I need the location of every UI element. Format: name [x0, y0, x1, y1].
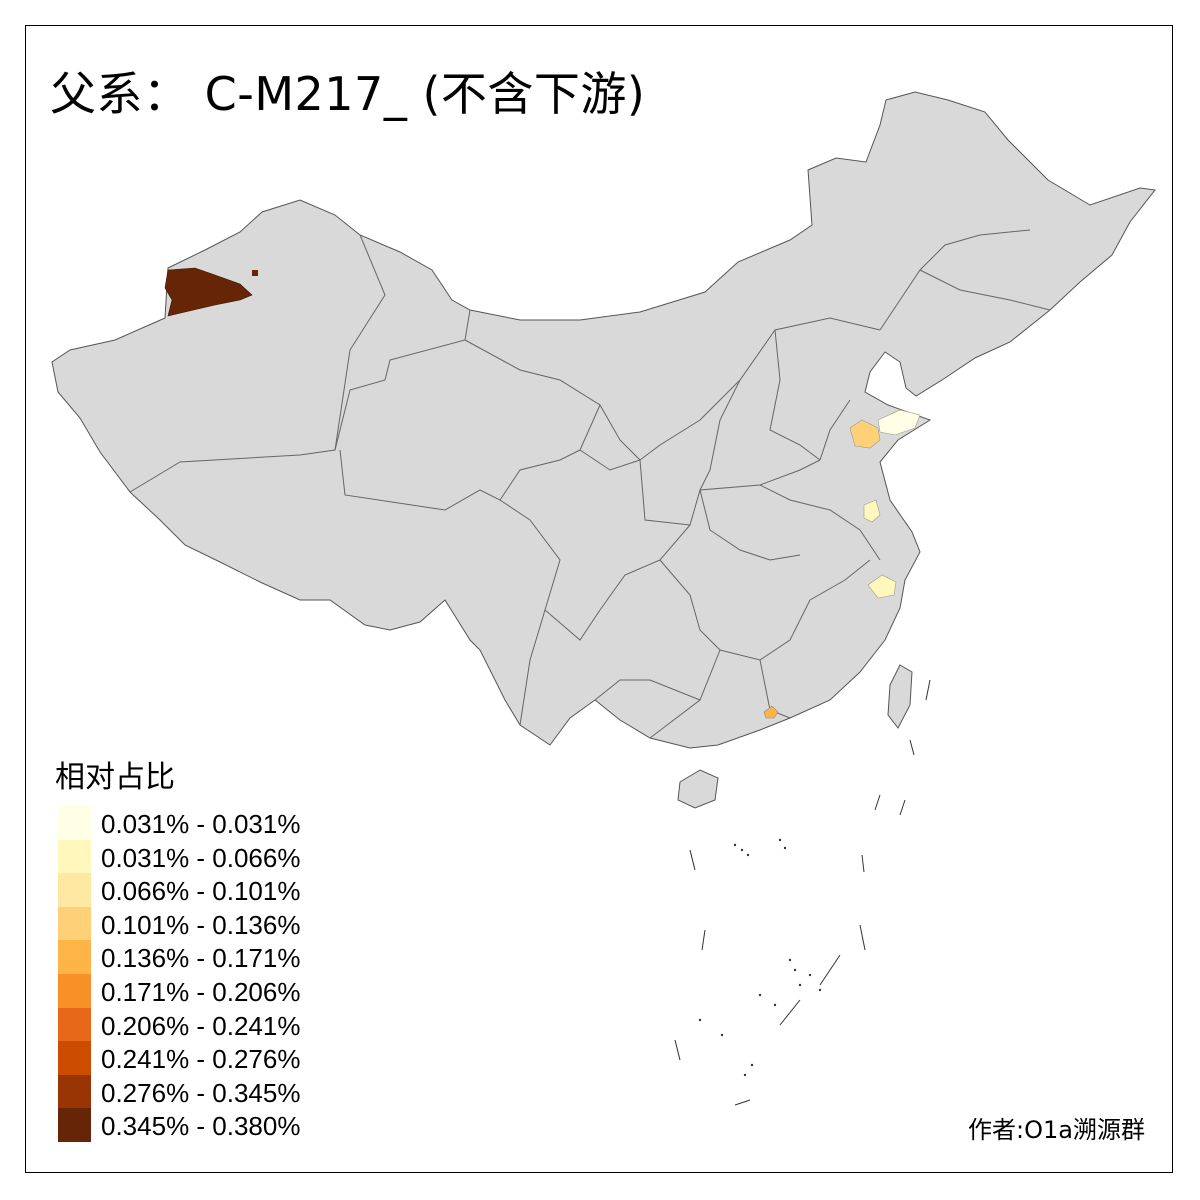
hainan-region [677, 769, 719, 809]
legend-label: 0.345% - 0.380% [101, 1111, 301, 1142]
legend-label: 0.031% - 0.031% [101, 809, 301, 839]
legend-item: 0.101% - 0.136% [58, 906, 358, 941]
xinjiang-small-highlight [252, 270, 258, 276]
legend-label: 0.206% - 0.241% [101, 1010, 301, 1041]
legend-item: 0.136% - 0.171% [58, 940, 358, 974]
legend-label: 0.276% - 0.345% [101, 1077, 301, 1108]
legend-item: 0.066% - 0.101% [58, 873, 358, 907]
shandong-highlight-region [849, 419, 881, 449]
legend: 0.031% - 0.031% 0.031% - 0.066% 0.066% -… [58, 806, 358, 1142]
island-dots [698, 838, 822, 1077]
map-title: 父系： C-M217_ (不含下游) [50, 67, 646, 121]
legend-swatch [58, 940, 91, 974]
legend-item: 0.171% - 0.206% [58, 973, 358, 1008]
legend-label: 0.136% - 0.171% [101, 943, 301, 974]
legend-label: 0.031% - 0.066% [101, 842, 301, 873]
legend-swatch [58, 873, 91, 907]
legend-item: 0.031% - 0.031% [58, 806, 358, 840]
taiwan-region [887, 664, 913, 729]
legend-item: 0.241% - 0.276% [58, 1041, 358, 1075]
legend-title: 相对占比 [55, 760, 175, 795]
legend-swatch [58, 1041, 91, 1075]
legend-item: 0.276% - 0.345% [58, 1074, 358, 1109]
zhejiang-highlight-region [867, 574, 897, 599]
legend-item: 0.206% - 0.241% [58, 1007, 358, 1042]
legend-swatch [58, 1108, 91, 1142]
legend-swatch [58, 973, 91, 1008]
legend-swatch [58, 1074, 91, 1109]
guangdong-highlight-region [763, 705, 779, 719]
legend-label: 0.101% - 0.136% [101, 909, 301, 940]
legend-swatch [58, 1007, 91, 1042]
legend-item: 0.345% - 0.380% [58, 1108, 358, 1142]
shandong-east-highlight [877, 409, 921, 436]
legend-swatch [58, 906, 91, 941]
xinjiang-highlight-region [164, 267, 253, 317]
legend-swatch [58, 839, 91, 874]
mainland-china-region [51, 91, 1156, 749]
legend-item: 0.031% - 0.066% [58, 839, 358, 874]
author-credit: 作者:O1a溯源群 [968, 1116, 1145, 1144]
south-china-sea-islands [674, 679, 931, 1106]
legend-label: 0.171% - 0.206% [101, 976, 301, 1007]
legend-swatch [58, 806, 91, 840]
province-borders [129, 229, 1051, 739]
legend-label: 0.241% - 0.276% [101, 1044, 301, 1075]
legend-label: 0.066% - 0.101% [101, 876, 301, 907]
jiangsu-highlight-region [863, 499, 881, 523]
